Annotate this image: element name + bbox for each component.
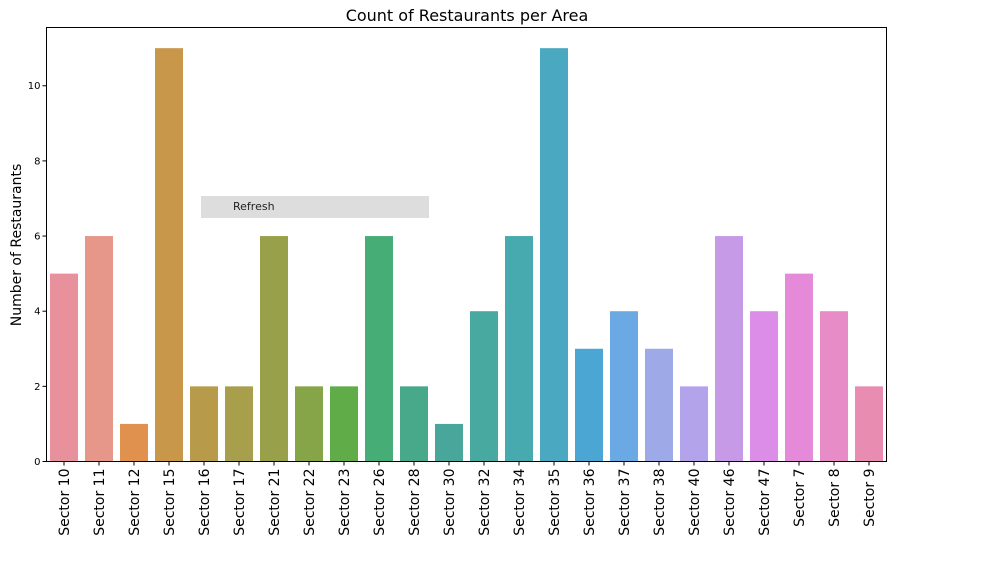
- bar-sector-11: [85, 236, 113, 462]
- y-tick-label: 6: [34, 232, 40, 243]
- bar-sector-37: [610, 311, 638, 462]
- bar-sector-16: [190, 386, 218, 462]
- bar-sector-28: [400, 386, 428, 462]
- bar-sector-23: [330, 386, 358, 462]
- refresh-button[interactable]: Refresh: [201, 196, 429, 218]
- y-tick-label: 0: [34, 457, 40, 468]
- bar-sector-8: [820, 311, 848, 462]
- x-tick-label: Sector 37: [617, 469, 633, 536]
- bar-sector-46: [715, 236, 743, 462]
- bar-sector-38: [645, 348, 673, 462]
- y-ticks: 0 2 4 6 8 10: [28, 81, 47, 468]
- bar-sector-9: [855, 386, 883, 462]
- x-ticks: Sector 10 Sector 11 Sector 12 Sector 15 Sect…: [57, 461, 878, 536]
- x-tick-label: Sector 7: [792, 469, 808, 527]
- x-tick-label: Sector 8: [827, 469, 843, 527]
- refresh-label: Refresh: [233, 200, 275, 213]
- bar-sector-12: [120, 423, 148, 462]
- x-tick-label: Sector 28: [407, 469, 423, 536]
- y-axis-label: Number of Restaurants: [9, 164, 25, 327]
- bar-sector-26: [365, 236, 393, 462]
- bar-sector-21: [260, 236, 288, 462]
- bar-sector-34: [505, 236, 533, 462]
- x-tick-label: Sector 40: [687, 469, 703, 536]
- bar-sector-32: [470, 311, 498, 462]
- x-tick-label: Sector 30: [442, 469, 458, 536]
- plot-frame: [46, 27, 887, 462]
- x-tick-label: Sector 17: [232, 469, 248, 536]
- x-tick-label: Sector 46: [722, 468, 738, 535]
- bar-sector-7: [785, 273, 813, 462]
- bars-group: [50, 48, 883, 462]
- x-tick-label: Sector 26: [372, 468, 388, 535]
- x-tick-label: Sector 38: [652, 469, 668, 536]
- x-tick-label: Sector 12: [127, 469, 143, 536]
- x-tick-label: Sector 22: [302, 469, 318, 536]
- bar-sector-35: [540, 48, 568, 462]
- x-tick-label: Sector 15: [162, 469, 178, 536]
- x-tick-label: Sector 11: [92, 469, 108, 536]
- bar-sector-36: [575, 348, 603, 462]
- bar-sector-15: [155, 48, 183, 462]
- bar-sector-10: [50, 273, 78, 462]
- x-tick-label: Sector 16: [197, 468, 213, 535]
- bar-sector-40: [680, 386, 708, 462]
- x-tick-label: Sector 35: [547, 469, 563, 536]
- bar-sector-47: [750, 311, 778, 462]
- y-tick-label: 10: [28, 81, 41, 92]
- x-tick-label: Sector 36: [582, 468, 598, 535]
- x-tick-label: Sector 21: [267, 469, 283, 536]
- y-tick-label: 8: [34, 156, 40, 167]
- x-tick-label: Sector 47: [757, 469, 773, 536]
- x-tick-label: Sector 9: [862, 469, 878, 527]
- x-tick-label: Sector 23: [337, 469, 353, 536]
- x-tick-label: Sector 32: [477, 469, 493, 536]
- y-tick-label: 4: [34, 307, 40, 318]
- chart-title: Count of Restaurants per Area: [346, 6, 589, 25]
- bar-sector-22: [295, 386, 323, 462]
- bar-sector-17: [225, 386, 253, 462]
- y-tick-label: 2: [34, 382, 40, 393]
- x-tick-label: Sector 34: [512, 468, 528, 535]
- x-tick-label: Sector 10: [57, 469, 73, 536]
- bar-sector-30: [435, 423, 463, 462]
